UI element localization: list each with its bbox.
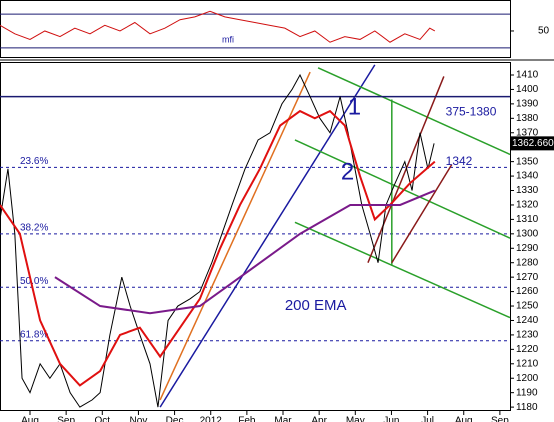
y-tick-label: 1190 xyxy=(516,387,538,398)
trend-line xyxy=(391,164,453,264)
x-tick-label: 2012 xyxy=(200,415,223,422)
y-tick-label: 1270 xyxy=(516,272,539,283)
price-line xyxy=(0,73,435,408)
x-tick-label: Oct xyxy=(95,415,111,422)
y-tick-label: 1400 xyxy=(516,84,539,95)
x-tick-label: Jun xyxy=(383,415,399,422)
y-tick-label: 1180 xyxy=(516,402,538,413)
x-tick-label: Mar xyxy=(274,415,292,422)
y-tick-label: 1340 xyxy=(516,171,539,182)
y-tick-label: 1280 xyxy=(516,257,539,268)
fib-label: 50.0% xyxy=(20,276,48,287)
fib-label: 38.2% xyxy=(20,222,48,233)
y-tick-label: 1350 xyxy=(516,156,539,167)
trend-line xyxy=(294,221,511,319)
x-tick-label: Jul xyxy=(421,415,434,422)
annotation: 200 EMA xyxy=(285,297,347,314)
y-tick-label: 1250 xyxy=(516,301,539,312)
mfi-label: mfi xyxy=(222,34,234,44)
annotation: 1 xyxy=(348,94,361,121)
price-line xyxy=(54,189,436,315)
mfi-tick-label: 50 xyxy=(538,26,550,37)
last-price-box xyxy=(510,136,554,151)
y-tick-label: 1240 xyxy=(516,315,539,326)
y-tick-label: 1320 xyxy=(516,200,539,211)
trend-line xyxy=(367,76,445,263)
x-tick-label: Apr xyxy=(311,415,327,422)
price-panel xyxy=(0,62,511,411)
mfi-panel xyxy=(0,0,511,58)
x-tick-label: Aug xyxy=(455,415,473,422)
x-tick-label: Aug xyxy=(21,415,39,422)
y-tick-label: 1210 xyxy=(516,358,539,369)
annotation: 375-1380 xyxy=(446,105,497,119)
y-tick-label: 1230 xyxy=(516,330,539,341)
mfi-line xyxy=(0,10,436,43)
y-tick-label: 1390 xyxy=(516,99,539,110)
y-tick-label: 1290 xyxy=(516,243,539,254)
trend-line xyxy=(294,139,511,239)
y-tick-label: 1410 xyxy=(516,70,539,81)
y-tick-label: 1370 xyxy=(516,127,539,138)
fib-label: 61.8% xyxy=(20,329,48,340)
x-tick-label: Sep xyxy=(57,415,75,422)
y-tick-label: 1200 xyxy=(516,373,539,384)
trend-line xyxy=(159,64,376,408)
fib-label: 23.6% xyxy=(20,156,48,167)
trend-line xyxy=(159,71,311,401)
x-tick-label: Nov xyxy=(130,415,148,422)
y-tick-label: 1260 xyxy=(516,286,539,297)
y-tick-label: 1310 xyxy=(516,214,539,225)
annotation: 1342 xyxy=(446,154,473,168)
y-tick-label: 1220 xyxy=(516,344,539,355)
trend-line xyxy=(317,67,511,156)
y-tick-label: 1380 xyxy=(516,113,539,124)
last-price-label: 1362.660 xyxy=(512,138,554,149)
y-tick-label: 1300 xyxy=(516,228,539,239)
annotation: 2 xyxy=(341,159,354,186)
x-tick-label: Feb xyxy=(238,415,256,422)
x-tick-label: Sep xyxy=(491,415,509,422)
x-tick-label: May xyxy=(346,415,365,422)
y-tick-label: 1330 xyxy=(516,185,539,196)
price-line xyxy=(0,109,436,387)
x-tick-label: Dec xyxy=(166,415,184,422)
